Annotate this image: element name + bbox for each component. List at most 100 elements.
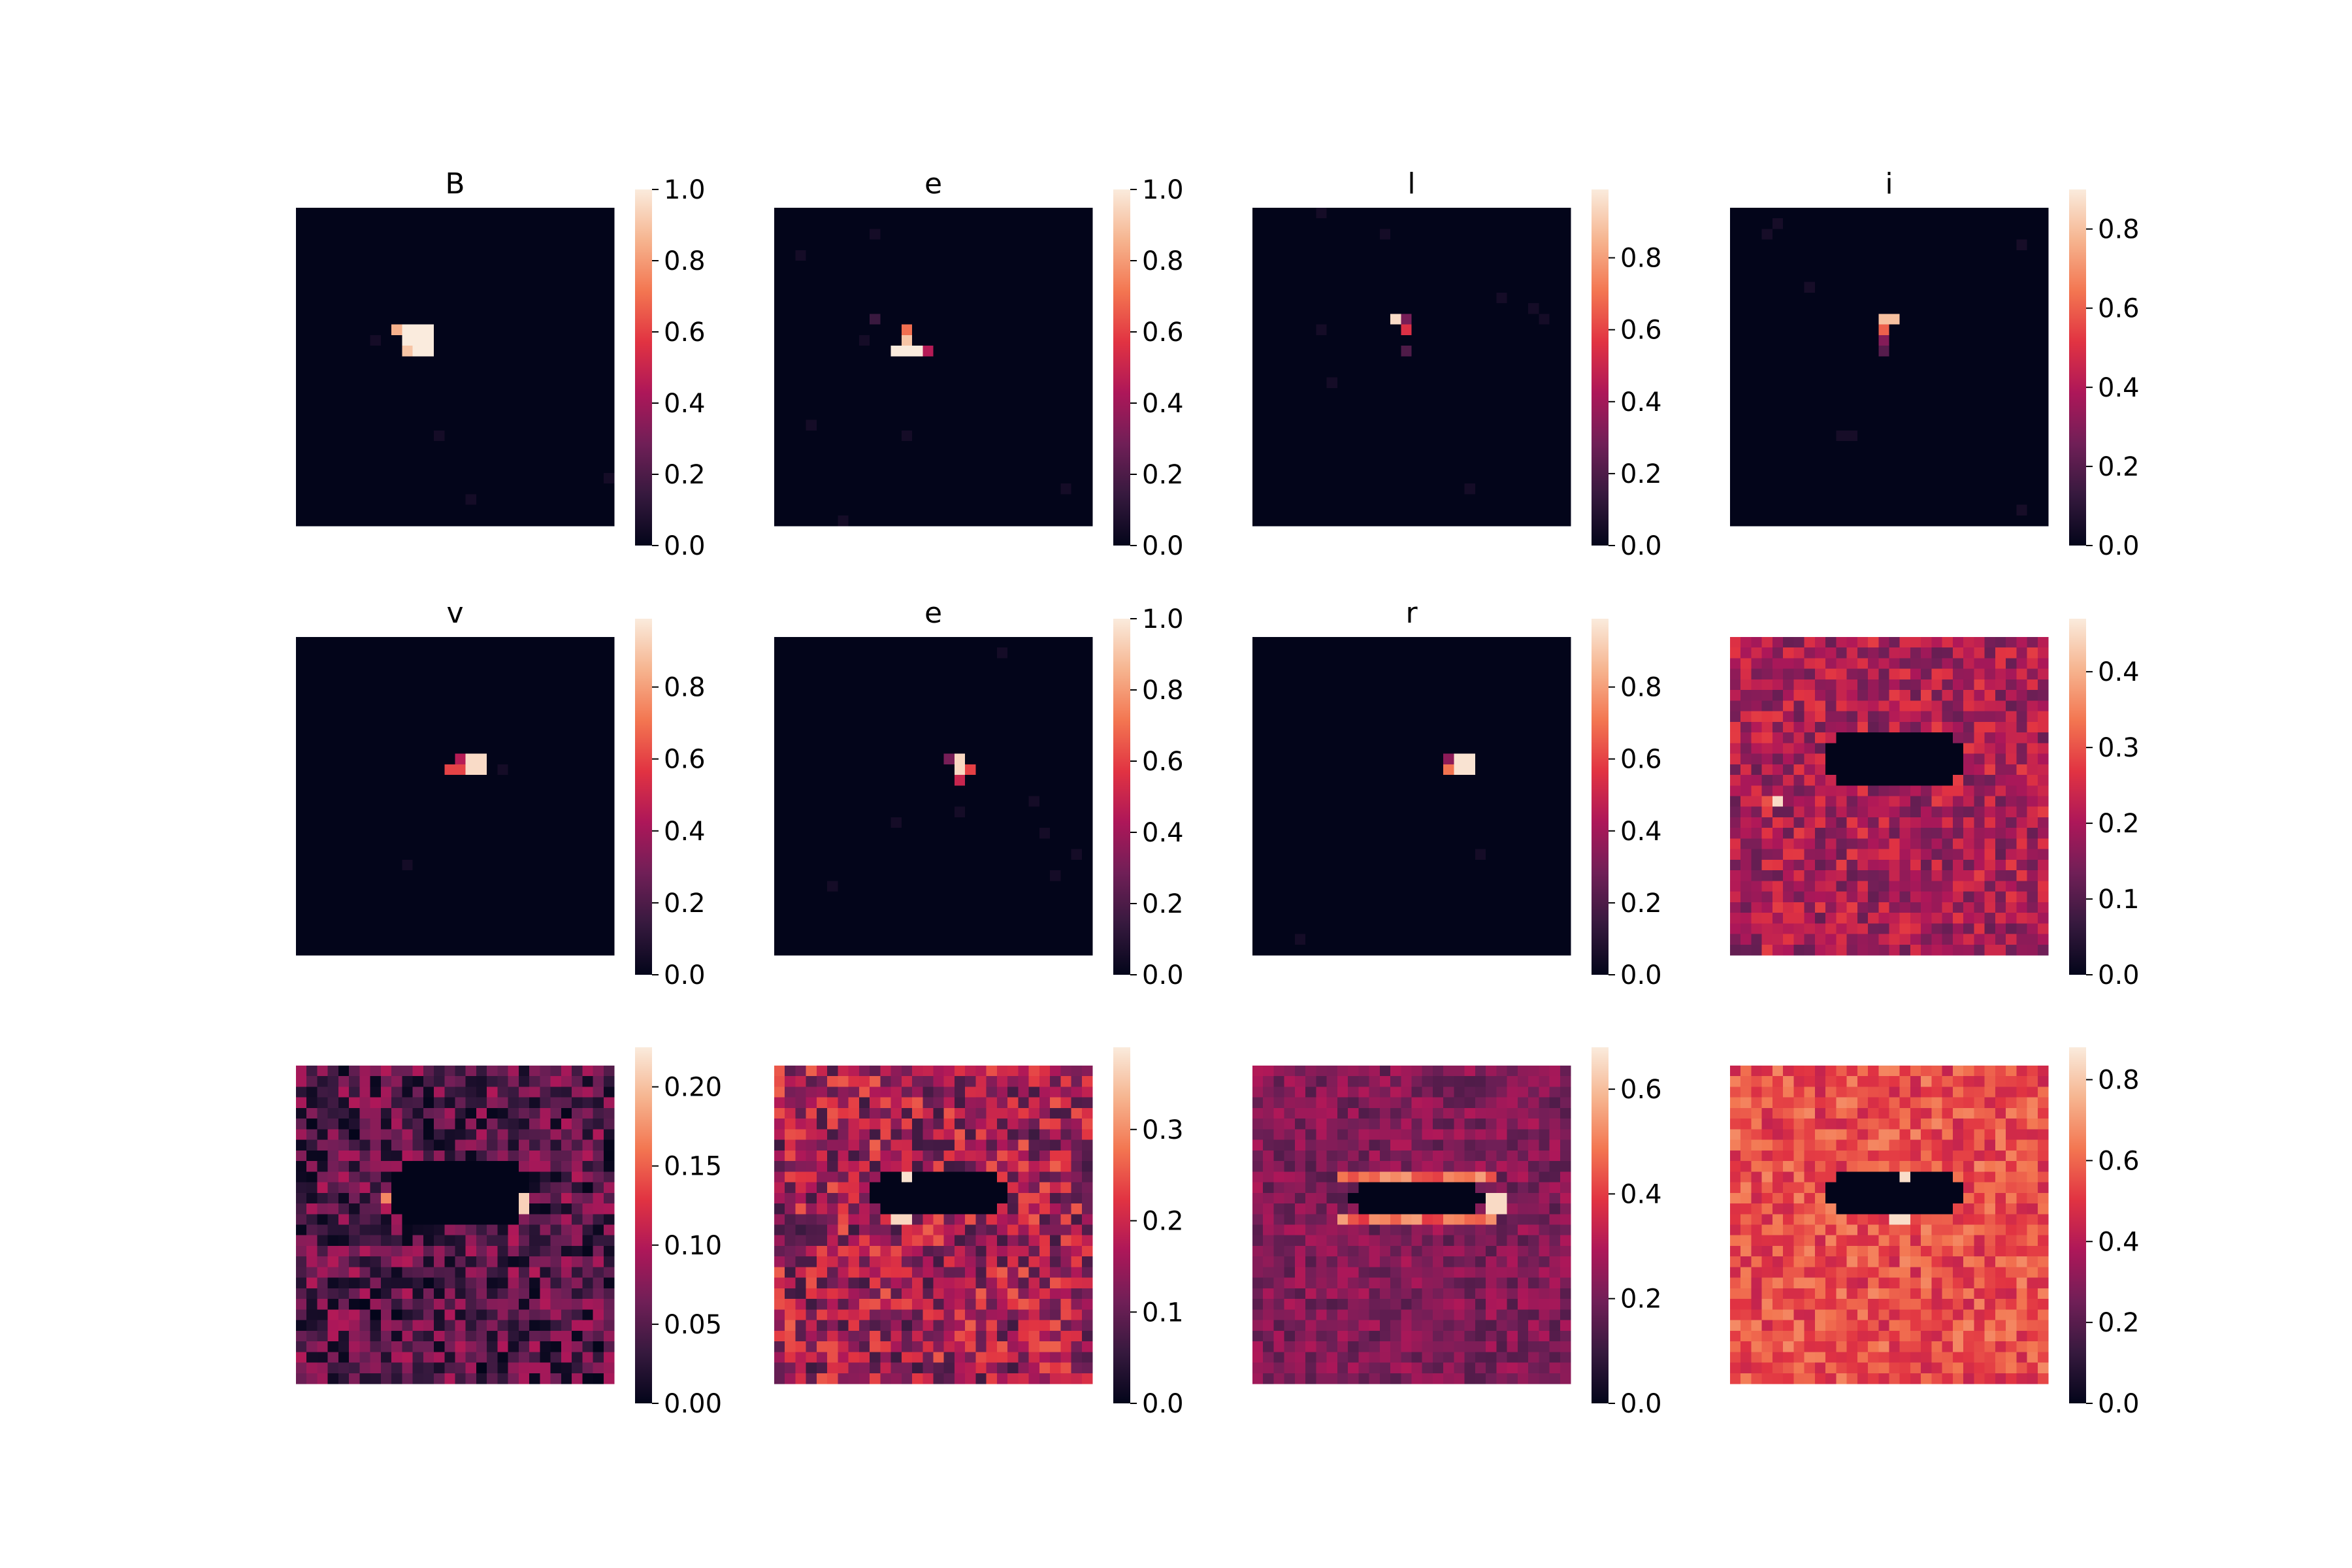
heatmap-cell [391, 838, 402, 850]
heatmap-cell [561, 229, 572, 240]
heatmap-cell [1560, 515, 1571, 527]
heatmap-cell [327, 314, 339, 325]
heatmap-cell [1039, 250, 1051, 261]
heatmap-cell [327, 356, 339, 368]
heatmap-cell [1379, 367, 1391, 378]
heatmap-cell [1060, 367, 1072, 378]
heatmap-cell [816, 441, 828, 452]
heatmap-cell [1836, 462, 1848, 474]
heatmap-cell [1379, 271, 1391, 283]
heatmap-cell [327, 515, 339, 527]
heatmap-cell [1050, 504, 1061, 516]
heatmap-cell [518, 261, 530, 272]
heatmap-cell [370, 239, 382, 251]
heatmap-cell [1422, 292, 1433, 304]
heatmap-cell [1284, 303, 1296, 314]
heatmap-cell [880, 303, 892, 314]
heatmap-cell [338, 828, 350, 840]
heatmap-cell [455, 647, 466, 659]
heatmap-cell [455, 838, 466, 850]
heatmap-cell [391, 785, 402, 797]
heatmap-cell [1071, 679, 1083, 691]
heatmap-cell [349, 796, 360, 808]
heatmap-cell [1007, 494, 1019, 506]
heatmap-cell [306, 711, 318, 723]
heatmap-cell [349, 346, 360, 357]
heatmap-cell [582, 367, 594, 378]
heatmap-cell [1772, 367, 1784, 378]
heatmap-cell [2037, 483, 2049, 495]
heatmap-cell [943, 472, 955, 484]
heatmap-cell [880, 637, 892, 648]
heatmap-cell [996, 504, 1008, 516]
heatmap-cell [996, 282, 1008, 293]
heatmap-cell [497, 250, 509, 261]
heatmap-cell [317, 494, 329, 506]
heatmap-cell [1401, 271, 1413, 283]
heatmap-cell [476, 743, 487, 755]
heatmap-cell [402, 881, 414, 892]
heatmap-cell [497, 743, 509, 755]
heatmap-cell [827, 472, 838, 484]
heatmap-cell [1007, 292, 1019, 304]
heatmap-cell [933, 711, 945, 723]
heatmap-cell [1464, 451, 1476, 463]
heatmap-cell [1432, 218, 1444, 230]
heatmap-cell [1846, 261, 1858, 272]
heatmap-cell [1814, 303, 1826, 314]
heatmap-cell [1528, 282, 1539, 293]
heatmap-cell [1432, 377, 1444, 389]
heatmap-cell [402, 913, 414, 924]
heatmap-cell [1995, 504, 2006, 516]
heatmap-cell [1995, 451, 2006, 463]
heatmap-cell [487, 849, 498, 860]
heatmap-cell [518, 377, 530, 389]
heatmap-cell [795, 303, 807, 314]
heatmap-cell [880, 732, 892, 743]
heatmap-cell [1401, 303, 1413, 314]
heatmap-cell [487, 324, 498, 336]
heatmap-cell [423, 658, 434, 670]
heatmap-cell [795, 690, 807, 701]
heatmap-cell [550, 472, 562, 484]
heatmap-cell [827, 515, 838, 527]
heatmap-cell [327, 881, 339, 892]
heatmap-cell [529, 679, 540, 691]
heatmap-cell [1464, 335, 1476, 346]
heatmap-cell [391, 700, 402, 712]
heatmap-cell [795, 679, 807, 691]
heatmap-cell [317, 944, 329, 956]
heatmap-cell [380, 504, 392, 516]
heatmap-cell [923, 292, 934, 304]
heatmap-cell [1071, 515, 1083, 527]
heatmap-cell [1730, 261, 1741, 272]
heatmap-cell [1507, 324, 1518, 336]
heatmap-cell [1878, 441, 1890, 452]
heatmap-cell [572, 711, 583, 723]
heatmap-cell [455, 208, 466, 219]
heatmap-cell [508, 462, 519, 474]
heatmap-cell [2016, 303, 2028, 314]
heatmap-cell [1390, 218, 1401, 230]
heatmap-cell [1942, 271, 1953, 283]
heatmap-cell [1018, 261, 1030, 272]
heatmap-cell [296, 923, 307, 935]
heatmap-cell [975, 753, 987, 765]
heatmap-cell [795, 218, 807, 230]
heatmap-cell [317, 430, 329, 442]
heatmap-cell [901, 387, 913, 399]
heatmap-cell [774, 282, 785, 293]
heatmap-cell [1432, 515, 1444, 527]
heatmap-cell [1252, 208, 1264, 219]
heatmap-cell [912, 679, 923, 691]
heatmap-cell [476, 218, 487, 230]
heatmap-cell [561, 913, 572, 924]
heatmap-cell [1814, 282, 1826, 293]
heatmap-cell [1507, 409, 1518, 421]
heatmap-cell [561, 335, 572, 346]
heatmap-cell [923, 282, 934, 293]
heatmap-cell [1443, 250, 1455, 261]
heatmap-cell [1910, 314, 1921, 325]
heatmap-cell [1263, 494, 1275, 506]
heatmap-cell [359, 367, 371, 378]
